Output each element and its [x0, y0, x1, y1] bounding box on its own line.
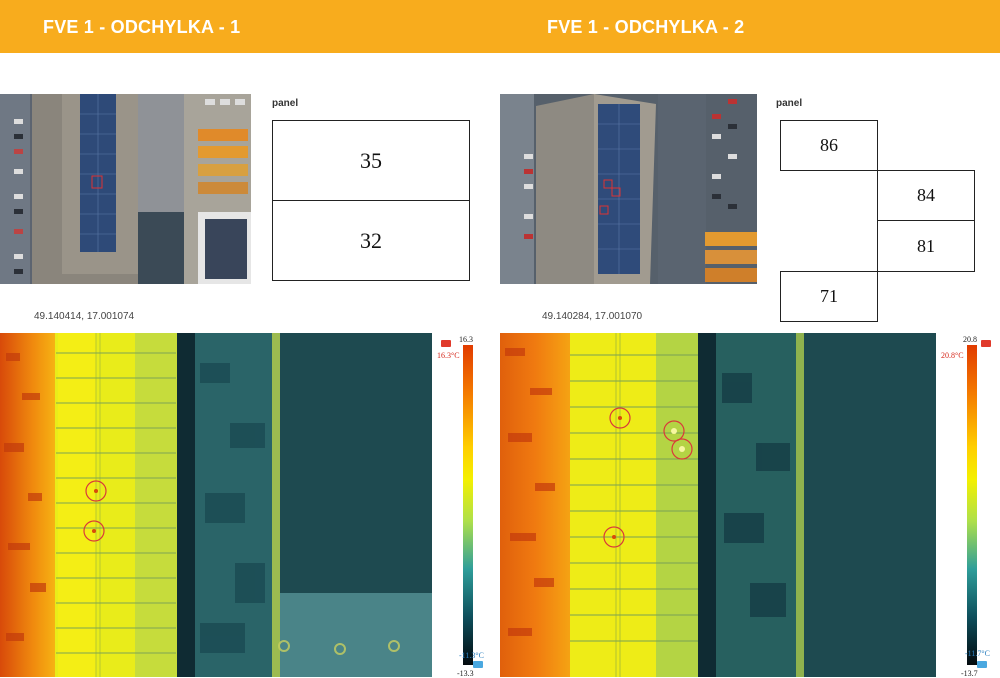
min-marker-icon: [977, 661, 987, 668]
scale-min-marker: -11.7°C: [965, 649, 990, 658]
aerial-photo-1: [0, 94, 251, 284]
max-marker-icon: [441, 340, 451, 347]
scale-max-marker: 20.8°C: [941, 351, 964, 360]
color-gradient-bar: [463, 345, 473, 665]
scale-max-label: 20.8: [963, 335, 977, 344]
thermal-image-2: [500, 333, 936, 677]
header-bar: FVE 1 - ODCHYLKA - 1 FVE 1 - ODCHYLKA - …: [0, 0, 1000, 53]
panel-cell: 86: [780, 120, 878, 171]
scale-min-label: -13.7: [961, 669, 978, 678]
max-marker-icon: [981, 340, 991, 347]
panel-cell: 35: [272, 120, 470, 201]
scale-min-marker: -11.3°C: [459, 651, 484, 660]
report-title-1: FVE 1 - ODCHYLKA - 1: [43, 17, 241, 37]
scale-min-label: -13.3: [457, 669, 474, 678]
report-title-2: FVE 1 - ODCHYLKA - 2: [547, 17, 745, 37]
temperature-scale-2: 20.8 20.8°C -11.7°C -13.7: [941, 333, 1000, 678]
panel-cell: 84: [877, 170, 975, 221]
panel-cell: 71: [780, 271, 878, 322]
thermal-image-1: [0, 333, 432, 677]
gps-coordinates-2: 49.140284, 17.001070: [542, 311, 643, 322]
aerial-photo-2: [500, 94, 757, 284]
panel-cell: 81: [877, 220, 975, 272]
color-gradient-bar: [967, 345, 977, 665]
gps-coordinates-1: 49.140414, 17.001074: [34, 311, 135, 322]
panel-cell: 32: [272, 200, 470, 281]
panel-label-2: panel: [776, 98, 803, 109]
temperature-scale-1: 16.3 16.3°C -11.3°C -13.3: [437, 333, 500, 678]
min-marker-icon: [473, 661, 483, 668]
scale-max-marker: 16.3°C: [437, 351, 460, 360]
panel-label-1: panel: [272, 98, 299, 109]
scale-max-label: 16.3: [459, 335, 473, 344]
